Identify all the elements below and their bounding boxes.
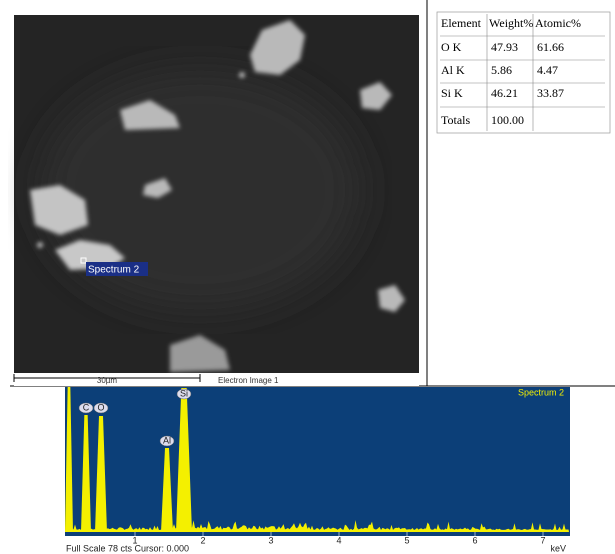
spectrum: Spectrum 2 Full Scale 78 cts Cursor: 0.0… (65, 387, 570, 553)
table-cell: Totals (441, 113, 470, 127)
peak-label: C (83, 402, 90, 412)
status: Full Scale 78 cts Cursor: 0.000 (66, 543, 189, 553)
image-caption: Electron Image 1 (218, 376, 279, 385)
x-tick-label: 2 (200, 535, 205, 545)
spectrum-label: Spectrum 2 (88, 265, 140, 276)
figure: 30µm Electron Image 1 Spectrum 2 Element… (0, 0, 615, 554)
header-cell: Weight% (489, 16, 533, 30)
table-cell: 46.21 (491, 86, 518, 100)
x-tick-label: 6 (472, 535, 477, 545)
table-cell: 33.87 (537, 86, 564, 100)
table-cell: 5.86 (491, 63, 512, 77)
x-tick-label: 3 (268, 535, 273, 545)
table-cell: 4.47 (537, 63, 558, 77)
table-cell: 47.93 (491, 40, 518, 54)
spectrum-title: Spectrum 2 (518, 387, 564, 397)
table: Element Weight%Atomic% O K 47.93 61.66 Al K 5.… (437, 12, 610, 133)
scale-label: 30µm (97, 376, 118, 385)
table-cell: Si K (441, 86, 463, 100)
x-tick-label: 5 (404, 535, 409, 545)
table-cell: Al K (441, 63, 465, 77)
peak-label: Si (180, 388, 188, 398)
peak-label: Al (163, 435, 171, 445)
x-tick-label: 7 (540, 535, 545, 545)
peak-label: O (97, 402, 104, 412)
x-tick-label: 1 (132, 535, 137, 545)
x-tick-label: 4 (336, 535, 341, 545)
sem-image: 30µm Electron Image 1 Spectrum 2 (14, 15, 419, 386)
table-cell: 61.66 (537, 40, 564, 54)
header-cell: Atomic% (535, 16, 581, 30)
header-cell: Element (441, 16, 482, 30)
unit: keV (550, 543, 566, 553)
table-cell: 100.00 (491, 113, 524, 127)
table-cell: O K (441, 40, 462, 54)
